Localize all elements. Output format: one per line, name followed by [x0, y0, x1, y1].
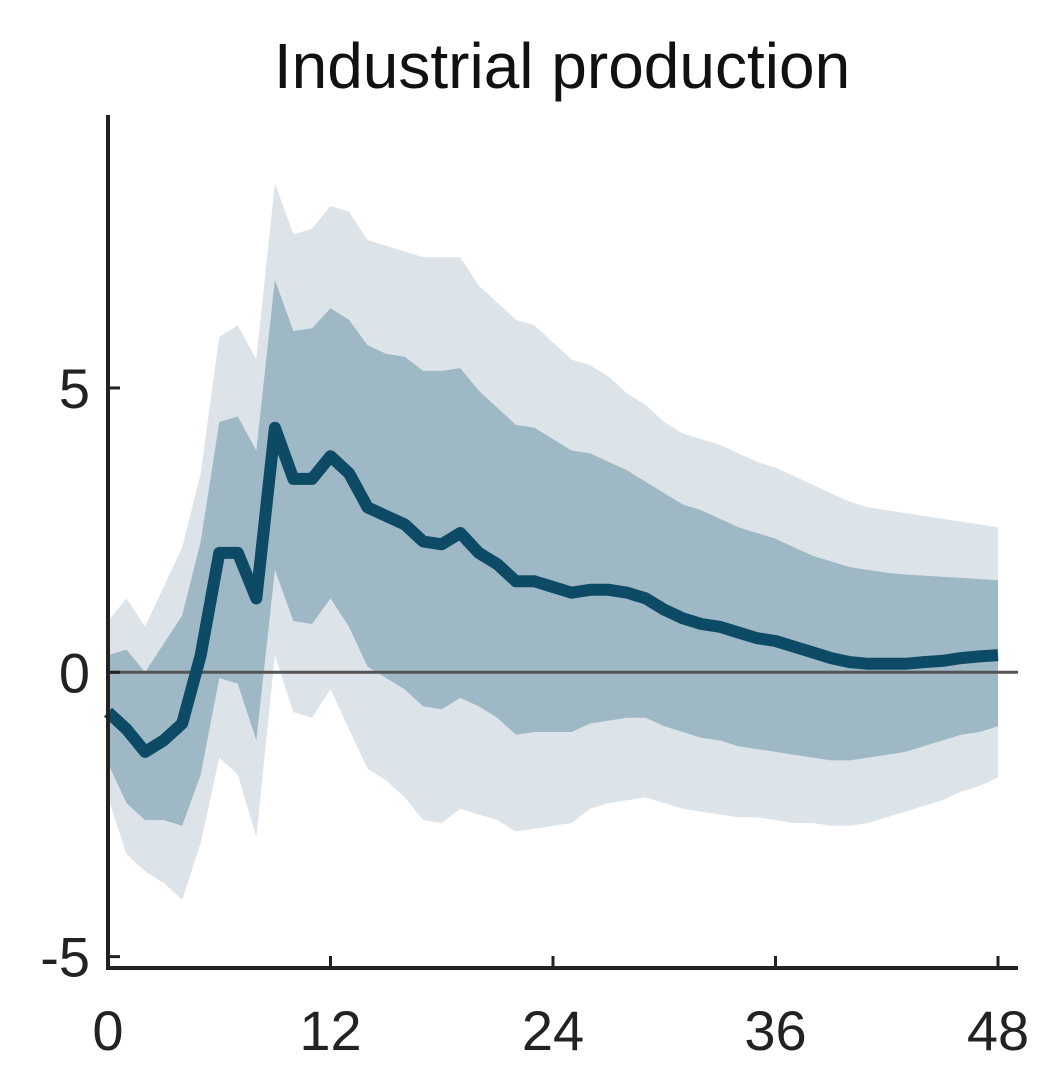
series-line-0 — [103, 421, 999, 758]
y-tick-label: 0 — [59, 641, 90, 704]
inner-confidence-band — [108, 279, 998, 826]
x-tick-label: 36 — [744, 999, 806, 1062]
y-tick-label: 5 — [59, 357, 90, 420]
x-tick-label: 12 — [299, 999, 361, 1062]
y-tick-label: -5 — [40, 926, 90, 989]
chart-title: Industrial production — [274, 30, 850, 102]
series-layer — [103, 421, 999, 758]
x-tick-label: 24 — [522, 999, 584, 1062]
x-tick-label: 0 — [92, 999, 123, 1062]
x-tick-label: 48 — [967, 999, 1029, 1062]
confidence-bands — [108, 183, 998, 900]
